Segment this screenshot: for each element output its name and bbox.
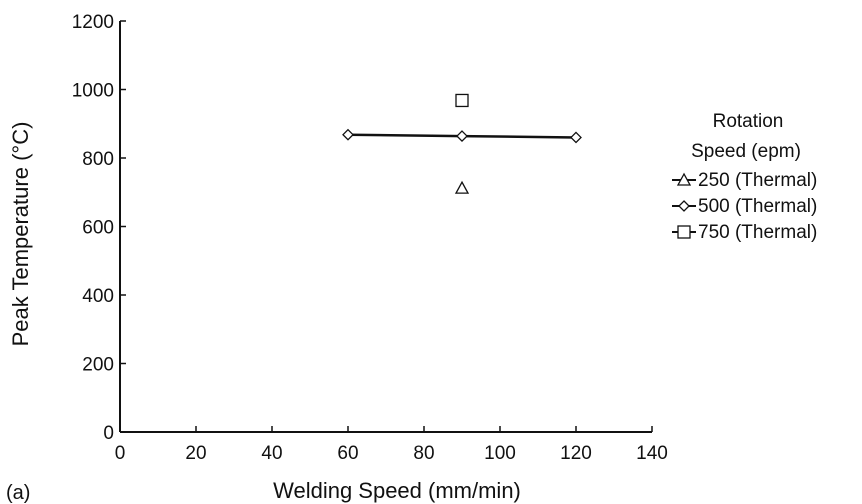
x-axis-title: Welding Speed (mm/min) <box>273 478 521 503</box>
x-tick-label: 40 <box>261 443 282 464</box>
y-tick-label: 400 <box>82 286 114 307</box>
y-tick-label: 0 <box>103 423 114 444</box>
y-tick-label: 1000 <box>72 81 114 102</box>
series-diamond <box>343 130 581 143</box>
legend-title-line-1: Rotation <box>713 111 784 132</box>
data-point-diamond <box>457 131 467 141</box>
legend-items: 250 (Thermal) 500 (Thermal) 750 (Thermal) <box>672 170 817 243</box>
x-tick-label: 0 <box>115 443 126 464</box>
legend-marker-square <box>678 226 690 238</box>
series-triangle <box>456 182 468 193</box>
x-tick-label: 100 <box>484 443 516 464</box>
x-tick-label: 140 <box>636 443 668 464</box>
x-tick-label: 20 <box>185 443 206 464</box>
data-point-diamond <box>571 132 581 142</box>
data-point-triangle <box>456 182 468 193</box>
series-layer <box>343 94 581 193</box>
data-point-diamond <box>343 130 353 140</box>
legend-item: 500 (Thermal) <box>672 196 817 217</box>
y-axis-ticks: 0 200 400 600 800 1000 1200 <box>72 12 126 444</box>
x-tick-label: 120 <box>560 443 592 464</box>
series-square <box>456 94 468 106</box>
x-tick-label: 60 <box>337 443 358 464</box>
y-axis-title: Peak Temperature (°C) <box>8 122 33 347</box>
y-tick-label: 800 <box>82 149 114 170</box>
x-tick-label: 80 <box>413 443 434 464</box>
y-tick-label: 200 <box>82 355 114 376</box>
legend-item: 250 (Thermal) <box>672 170 817 191</box>
y-tick-label: 1200 <box>72 12 114 33</box>
legend-title-line-2: Speed (epm) <box>691 141 801 162</box>
legend-label: 750 (Thermal) <box>698 222 817 243</box>
legend-item: 750 (Thermal) <box>672 222 817 243</box>
legend-label: 500 (Thermal) <box>698 196 817 217</box>
panel-label: (a) <box>6 482 30 504</box>
legend: Rotation Speed (epm) 250 (Thermal) 500 (T… <box>672 111 817 243</box>
plot-area: 0 20 40 60 80 100 120 140 0 200 400 600 800 1000 1200 <box>72 12 668 464</box>
y-tick-label: 600 <box>82 218 114 239</box>
legend-marker-diamond <box>679 201 689 211</box>
legend-label: 250 (Thermal) <box>698 170 817 191</box>
data-point-square <box>456 94 468 106</box>
